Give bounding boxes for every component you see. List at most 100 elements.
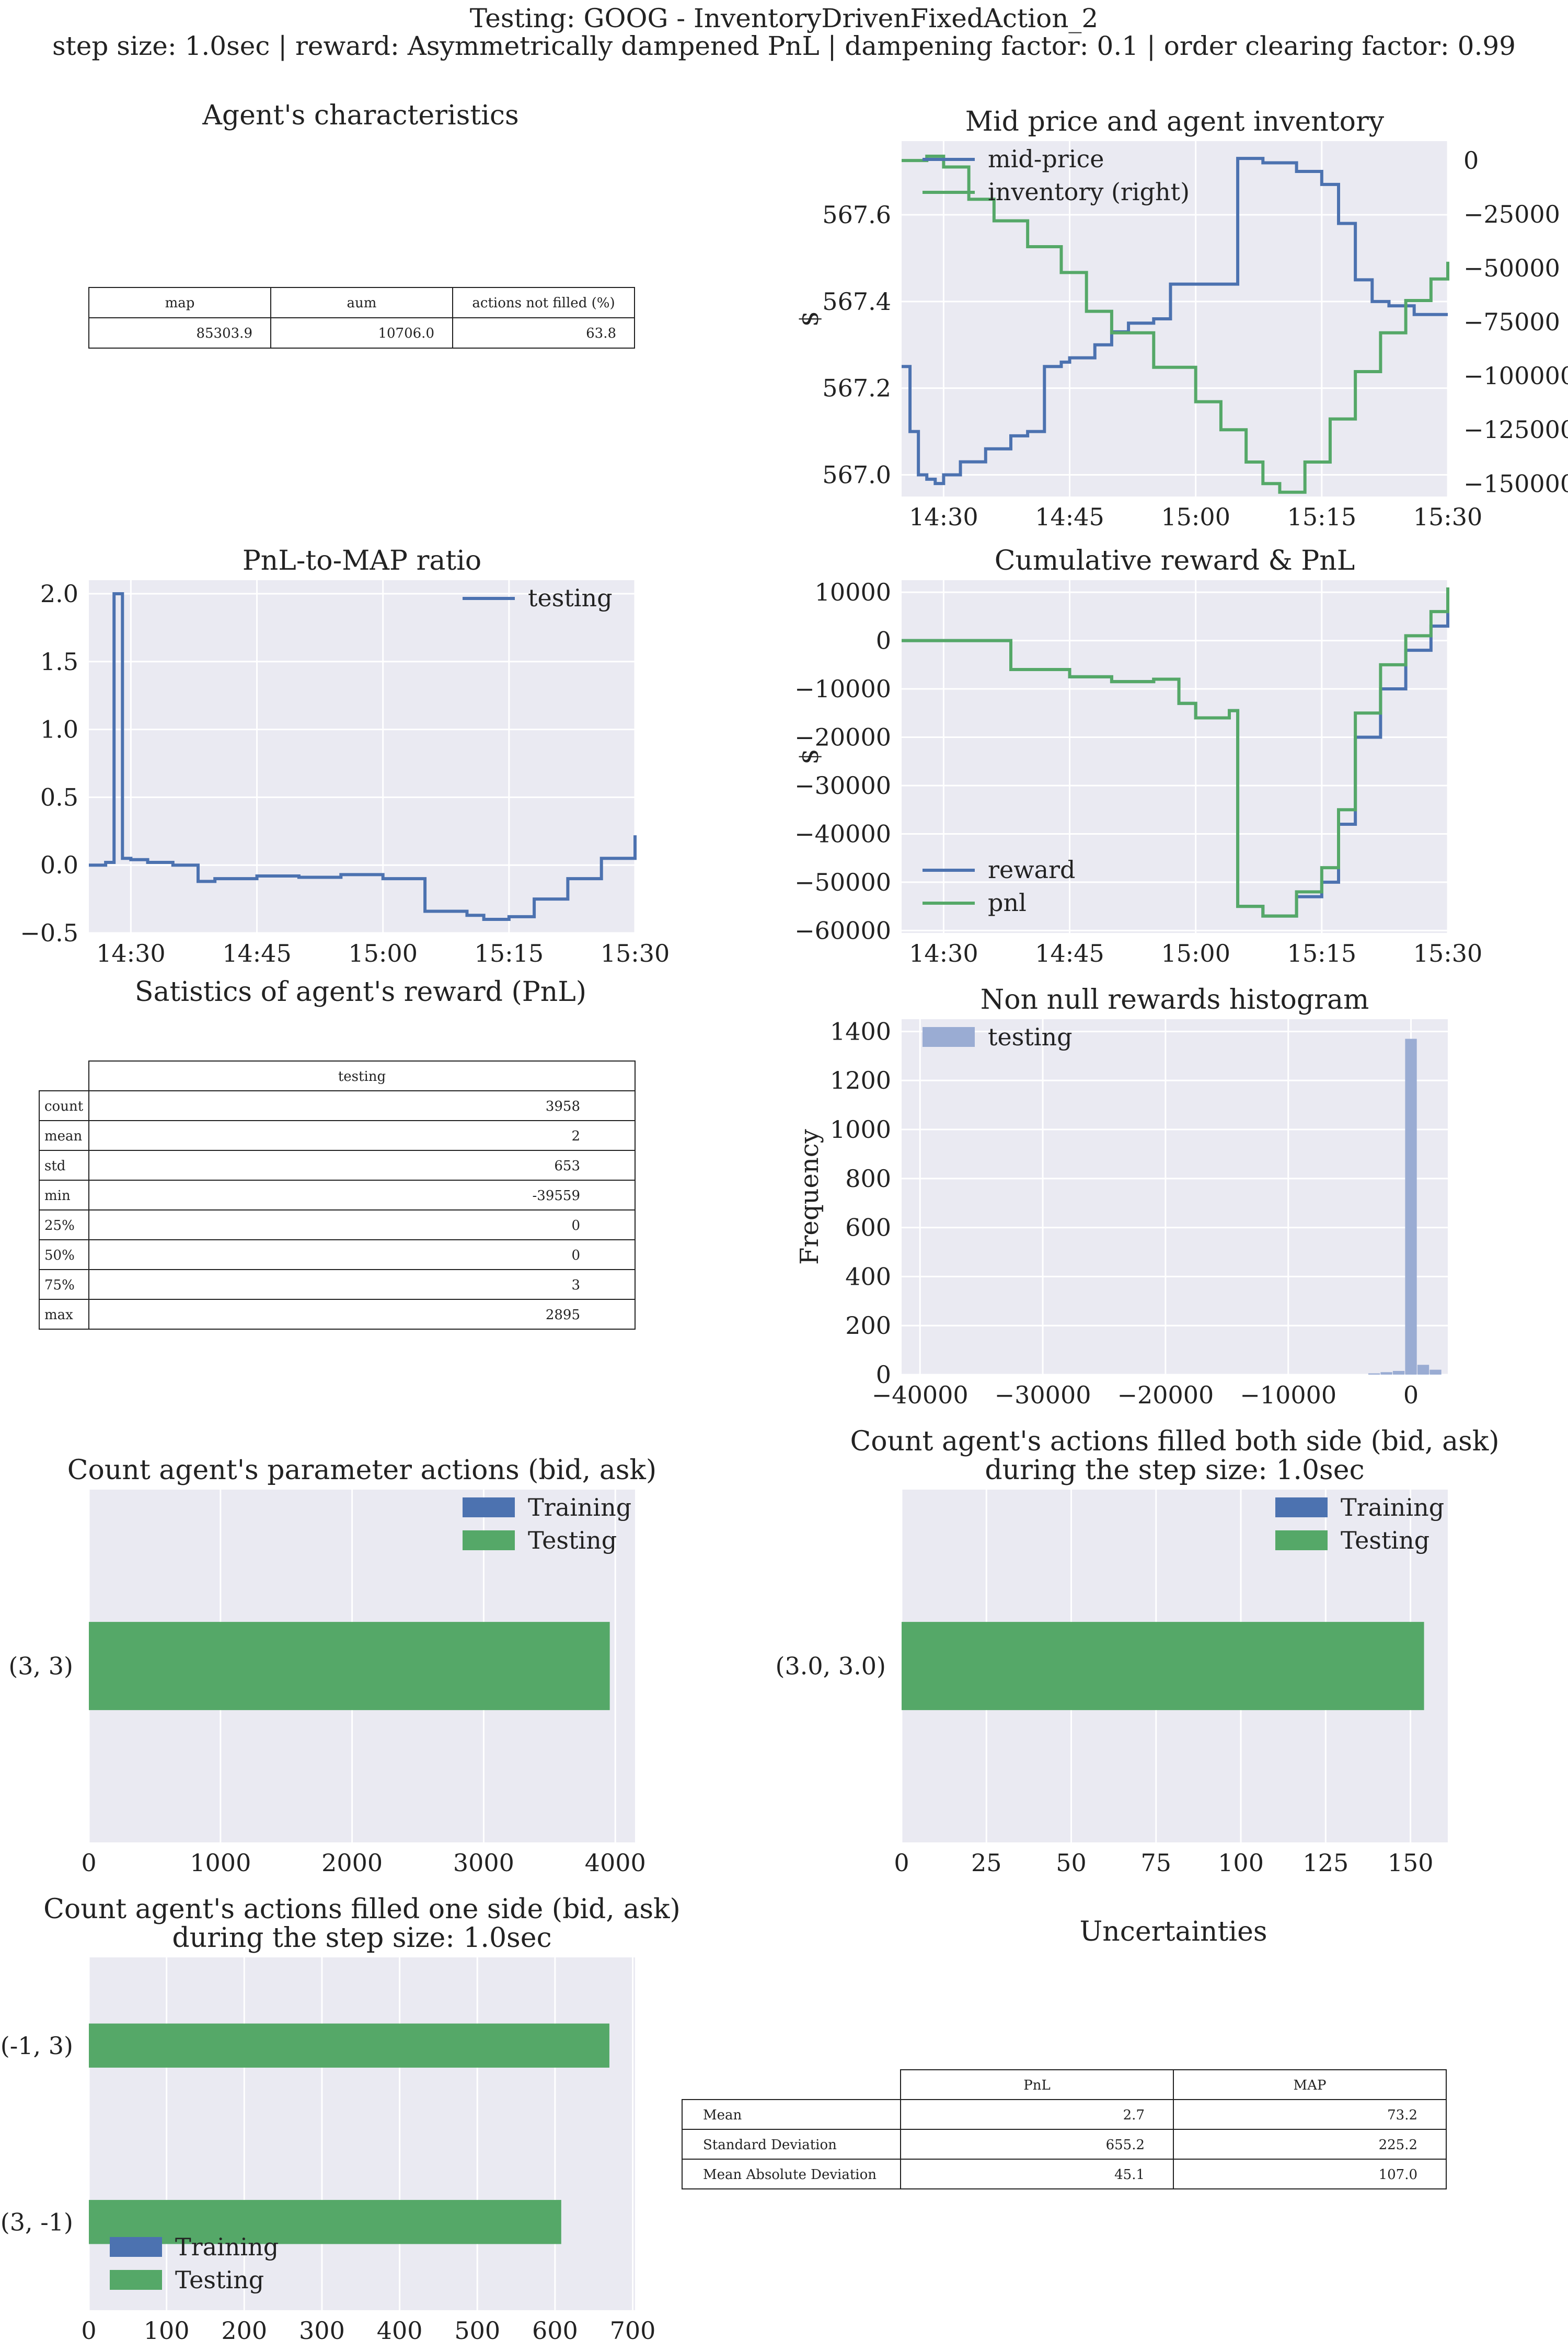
uncertainty-table-title: Uncertainties <box>1079 1916 1267 1947</box>
one_side-chart: (-1, 3) (3, -1) 0 100 200 300 400 500 600 700 Coun… <box>1 1894 681 2345</box>
both_side-legend-swatch <box>1275 1497 1328 1517</box>
param_actions-bar <box>89 1622 610 1710</box>
param_actions-x-tick-label: 0 <box>81 1849 96 1877</box>
uncertainty-table-value: 655.2 <box>1106 2137 1145 2153</box>
hist-y-tick-label: 1000 <box>830 1115 891 1144</box>
uncertainty-table-header-cell <box>900 2069 1174 2100</box>
pnl_map-plot-area <box>89 580 635 933</box>
agent-table-value-text: 85303.9 <box>196 326 252 341</box>
uncertainty-table-value: 73.2 <box>1387 2107 1417 2123</box>
param_actions-x-tick-label: 1000 <box>190 1849 251 1877</box>
both_side-x-tick-label: 25 <box>971 1849 1002 1877</box>
cum_reward-x-tick-label: 14:45 <box>1035 939 1104 967</box>
mid_price-y2-tick-label: −75000 <box>1463 308 1560 336</box>
stats-table-label-cell <box>39 1269 89 1300</box>
figure-title: Testing: GOOG - InventoryDrivenFixedActi… <box>470 3 1098 33</box>
stats-table-row-label: min <box>44 1188 71 1204</box>
stats-table-row-value: 2895 <box>546 1307 580 1323</box>
stats-table-row-value: 0 <box>571 1218 580 1233</box>
param_actions-legend-label: Training <box>528 1493 631 1521</box>
stats-table-row-value: -39559 <box>533 1188 581 1204</box>
mid_price-y-tick-label: 567.6 <box>822 201 891 229</box>
both_side-x-tick-label: 125 <box>1302 1849 1348 1877</box>
mid_price-series-line <box>902 154 1449 494</box>
hist-y-tick-label: 600 <box>845 1214 891 1242</box>
both_side-legend-label: Testing <box>1341 1526 1429 1554</box>
charts-layer: 14:30 14:45 15:00 15:15 15:30 567.0 567.2 567.4… <box>1 106 1568 2345</box>
hist-x-tick-label: 0 <box>1403 1381 1419 1409</box>
uncertainties-table: PnL MAP Mean 2.7 73.2 Standard Deviation 655.2… <box>682 2069 1447 2189</box>
agent-table-header-text: aum <box>347 295 377 311</box>
pnl_map-y-tick-label: 1.0 <box>40 716 78 744</box>
figure-subtitle: step size: 1.0sec | reward: Asymmetrical… <box>52 31 1516 61</box>
agent-table-header-text: actions not filled (%) <box>472 295 615 311</box>
agent-table-value-text: 63.8 <box>586 326 616 341</box>
mid_price-legend-label: inventory (right) <box>988 178 1190 206</box>
one_side-title: during the step size: 1.0sec <box>172 1922 551 1954</box>
stats-table-value-cell <box>88 1150 636 1181</box>
hist-y-tick-label: 1200 <box>830 1066 891 1094</box>
cum_reward-x-tick-label: 15:15 <box>1287 939 1357 967</box>
cum_reward-y-tick-label: −30000 <box>794 771 891 800</box>
stats-table-value-cell <box>88 1239 636 1270</box>
pnl_map-x-tick-label: 15:30 <box>601 939 670 967</box>
one_side-legend-swatch <box>110 2270 162 2290</box>
cum_reward-x-tick-label: 14:30 <box>909 939 978 967</box>
hist-x-tick-label: −10000 <box>1240 1381 1336 1409</box>
mid_price-y2-tick-label: 0 <box>1463 146 1479 175</box>
uncertainty-table-row-label: Standard Deviation <box>703 2137 837 2153</box>
uncertainty-table-header-cell <box>1173 2069 1447 2100</box>
pnl_map-y-tick-label: 0.0 <box>40 851 78 879</box>
mid_price-y2-tick-label: −25000 <box>1463 200 1560 228</box>
mid_price-y2-tick-label: −150000 <box>1463 469 1568 498</box>
param_actions-legend-label: Testing <box>528 1526 617 1554</box>
hist-bar <box>1429 1369 1442 1375</box>
stats-table-label-cell <box>39 1209 89 1240</box>
uncertainty-table-value: 107.0 <box>1379 2167 1417 2183</box>
one_side-bar <box>89 2200 561 2244</box>
uncertainty-table-row-label: Mean Absolute Deviation <box>703 2167 877 2183</box>
cum_reward-legend-label: pnl <box>988 889 1027 917</box>
uncertainty-table-value-cell <box>1173 2159 1447 2189</box>
param_actions-legend-swatch <box>463 1530 515 1550</box>
pnl_map-y-tick-label: 0.5 <box>40 783 78 811</box>
mid_price-y-tick-label: 567.4 <box>822 287 891 316</box>
stats-table-row-label: mean <box>44 1128 83 1144</box>
agent-table-header-text: map <box>165 295 195 311</box>
uncertainty-table-value-cell <box>1173 2129 1447 2160</box>
uncertainty-table-row-label: Mean <box>703 2107 742 2123</box>
stats-table-label-cell <box>39 1180 89 1210</box>
cum_reward-y-tick-label: 0 <box>876 627 891 655</box>
mid_price-legend-label: mid-price <box>988 145 1104 173</box>
hist-y-tick-label: 1400 <box>830 1017 891 1045</box>
agent-table-value-text: 10706.0 <box>378 326 434 341</box>
cum_reward-x-tick-label: 15:00 <box>1161 939 1230 967</box>
agent-table-header-cell <box>88 287 271 318</box>
hist-y-tick-label: 200 <box>845 1311 891 1340</box>
mid_price-title: Mid price and agent inventory <box>965 106 1385 137</box>
param_actions-x-tick-label: 4000 <box>585 1849 646 1877</box>
agent-table-header-cell <box>270 287 453 318</box>
mid_price-x-tick-label: 15:30 <box>1413 503 1483 531</box>
one_side-legend-swatch <box>110 2237 162 2257</box>
both_side-bar <box>902 1622 1424 1710</box>
cum_reward-y-tick-label: −40000 <box>794 820 891 848</box>
hist-chart: −40000 −30000 −20000 −10000 0 0 200 400 600 800 10… <box>795 984 1448 1409</box>
stats-table-header-text: testing <box>338 1069 386 1085</box>
pnl_map-chart: 14:30 14:45 15:00 15:15 15:30 −0.5 0.0 0.5 1.0 1.… <box>20 545 670 967</box>
one_side-category-label: (3, -1) <box>1 2208 73 2236</box>
cum_reward-y-tick-label: 10000 <box>815 578 891 606</box>
pnl_map-y-tick-label: 1.5 <box>40 648 78 676</box>
hist-y-axis-label: Frequency <box>795 1129 824 1265</box>
one_side-x-tick-label: 700 <box>610 2316 656 2345</box>
stats-table-label-cell <box>39 1090 89 1121</box>
stats-table-value-cell <box>88 1299 636 1330</box>
one_side-x-tick-label: 300 <box>299 2316 345 2345</box>
cum_reward-y-axis-label: $ <box>795 748 824 765</box>
mid_price-y2-tick-label: −125000 <box>1463 416 1568 444</box>
both_side-category-label: (3.0, 3.0) <box>776 1652 886 1680</box>
cum_reward-plot-area <box>902 580 1448 933</box>
cum_reward-y-tick-label: −10000 <box>794 675 891 703</box>
stats-table-row-label: count <box>44 1099 84 1114</box>
